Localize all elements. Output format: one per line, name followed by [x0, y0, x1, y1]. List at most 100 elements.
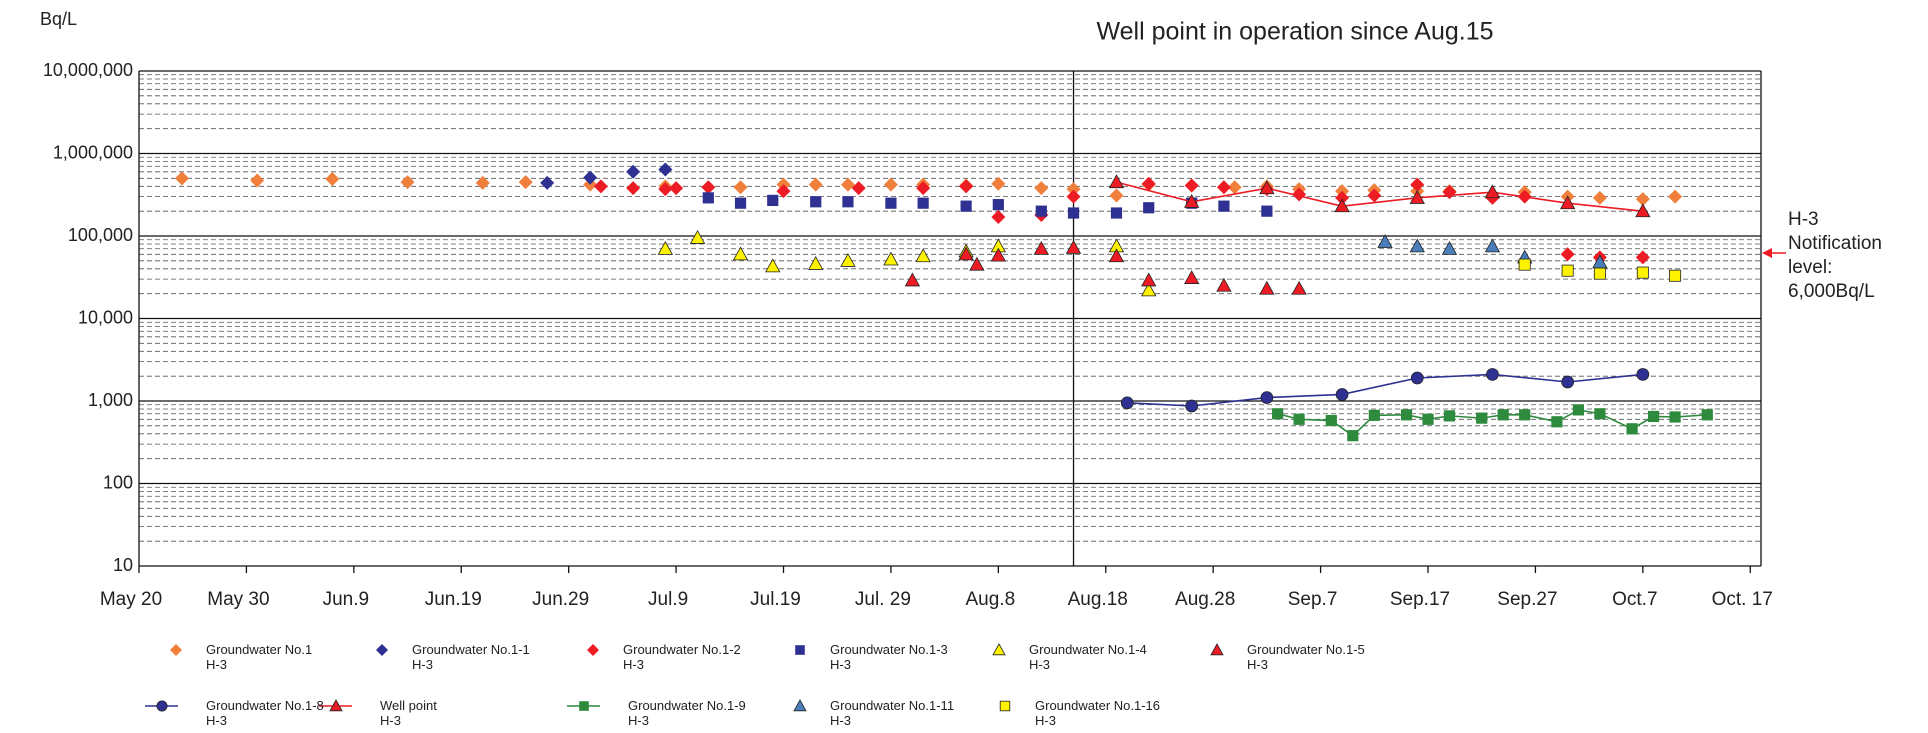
- marker: [1486, 368, 1499, 381]
- marker: [658, 182, 673, 197]
- y-tick-label: 100,000: [68, 225, 133, 245]
- marker: [1033, 240, 1049, 255]
- marker: [689, 230, 706, 244]
- marker: [702, 192, 714, 204]
- marker: [991, 176, 1006, 191]
- marker: [1561, 264, 1574, 277]
- marker: [1108, 174, 1125, 189]
- legend-label: Well point H-3: [380, 698, 437, 728]
- marker: [1293, 413, 1305, 425]
- note-arrowhead: [1762, 248, 1772, 258]
- marker: [1184, 193, 1200, 208]
- marker: [1291, 280, 1307, 295]
- x-tick-label: Aug.18: [1068, 589, 1128, 610]
- marker: [376, 644, 388, 656]
- marker: [325, 172, 340, 187]
- marker: [969, 256, 985, 271]
- marker: [734, 197, 747, 209]
- marker: [885, 197, 897, 209]
- marker: [916, 181, 931, 196]
- marker: [1035, 205, 1047, 217]
- marker: [1636, 368, 1650, 381]
- legend-label: Groundwater No.1-3 H-3: [830, 642, 948, 672]
- marker: [999, 700, 1011, 712]
- marker: [917, 197, 929, 209]
- marker: [174, 171, 189, 186]
- marker: [1669, 269, 1682, 282]
- x-tick-label: Jul.19: [750, 589, 801, 610]
- marker: [1442, 185, 1457, 200]
- marker: [540, 175, 555, 190]
- marker: [1292, 187, 1307, 202]
- marker: [1497, 409, 1509, 421]
- x-tick-label: Jun.9: [323, 589, 369, 610]
- x-tick-label: Jul. 29: [855, 589, 911, 610]
- marker: [579, 701, 589, 711]
- marker: [1635, 192, 1650, 207]
- marker: [1141, 272, 1157, 287]
- marker: [1409, 238, 1425, 253]
- marker: [1325, 414, 1337, 427]
- annotation: Well point in operation since Aug.15: [1096, 18, 1493, 46]
- marker: [1669, 411, 1681, 423]
- marker: [1400, 409, 1413, 421]
- marker: [732, 246, 749, 261]
- marker: [851, 181, 866, 196]
- marker: [1347, 430, 1359, 442]
- marker: [808, 177, 823, 192]
- x-tick-label: Oct. 17: [1712, 589, 1773, 610]
- marker: [991, 209, 1006, 224]
- legend-label: Groundwater No.1-9 H-3: [628, 698, 746, 728]
- marker: [810, 196, 822, 208]
- marker: [808, 255, 824, 270]
- marker: [842, 196, 854, 208]
- legend-label: Groundwater No.1-2 H-3: [623, 642, 741, 672]
- marker: [883, 251, 899, 266]
- marker: [992, 199, 1004, 211]
- marker: [1120, 396, 1134, 410]
- marker: [1334, 198, 1350, 213]
- marker: [1335, 388, 1349, 401]
- marker: [1261, 205, 1273, 217]
- marker: [1519, 409, 1531, 421]
- x-tick-label: Aug.8: [966, 589, 1016, 610]
- legend-label: Groundwater No.1-8 H-3: [206, 698, 324, 728]
- marker: [626, 164, 641, 179]
- marker: [657, 240, 674, 255]
- marker: [1592, 190, 1607, 205]
- series-line: [1116, 181, 1643, 212]
- marker: [1109, 188, 1124, 203]
- marker: [701, 180, 716, 195]
- marker: [1410, 371, 1424, 385]
- y-tick-label: 10: [113, 555, 133, 575]
- marker: [793, 699, 807, 712]
- y-tick-label: 100: [103, 472, 133, 492]
- x-tick-label: Jun.19: [425, 589, 482, 610]
- x-tick-label: May 20: [100, 589, 162, 610]
- y-tick-label: 10,000,000: [43, 60, 133, 80]
- marker: [1561, 375, 1574, 389]
- marker: [1484, 184, 1501, 199]
- y-tick-label: 1,000,000: [53, 142, 133, 162]
- marker: [669, 181, 684, 196]
- marker: [1409, 190, 1425, 204]
- x-tick-label: Jun.29: [532, 589, 589, 610]
- marker: [1594, 408, 1606, 420]
- marker: [1368, 409, 1380, 421]
- legend-label: Groundwater No.1-4 H-3: [1029, 642, 1147, 672]
- marker: [1593, 267, 1606, 280]
- marker: [1335, 190, 1350, 205]
- legend-label: Groundwater No.1-16 H-3: [1035, 698, 1161, 728]
- marker: [156, 700, 168, 712]
- marker: [1484, 238, 1501, 253]
- marker: [1635, 250, 1650, 265]
- x-tick-label: Sep.27: [1497, 589, 1557, 610]
- marker: [1065, 239, 1082, 254]
- marker: [1441, 240, 1458, 255]
- marker: [1559, 195, 1576, 210]
- marker: [1227, 180, 1242, 195]
- marker: [170, 644, 182, 656]
- marker: [960, 200, 972, 212]
